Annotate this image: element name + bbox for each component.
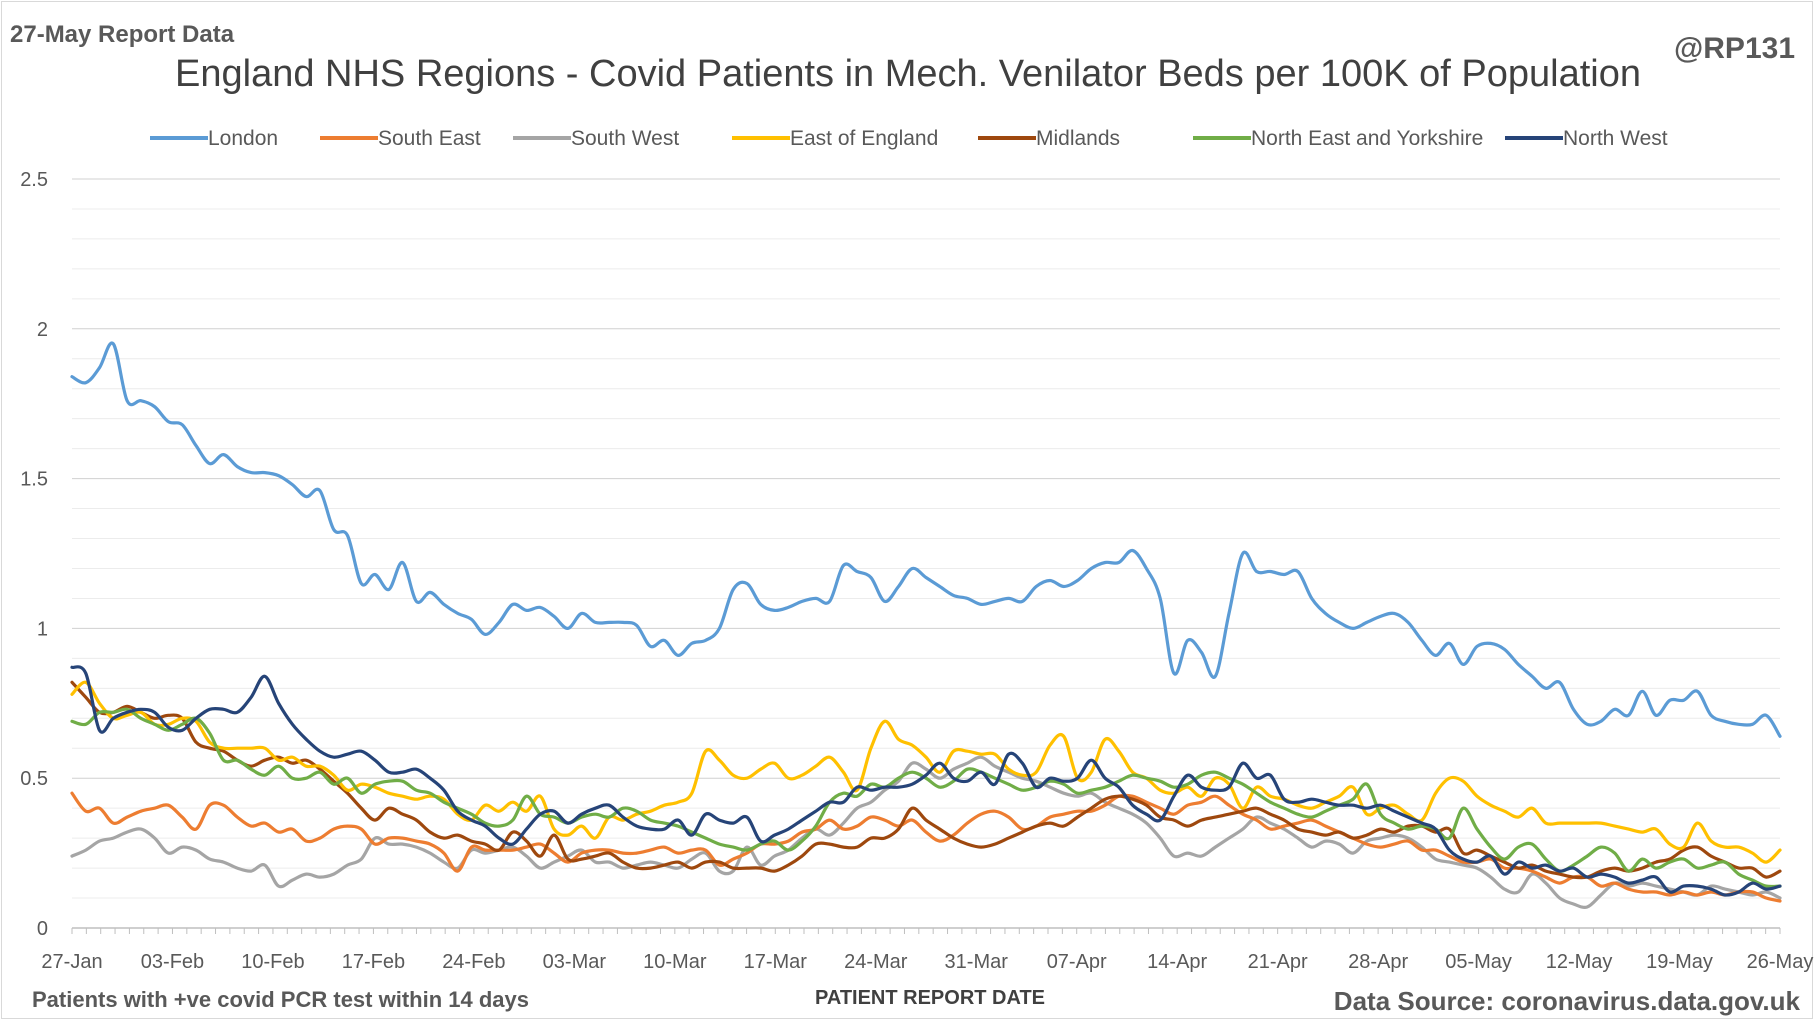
series-line-london (70, 341, 1782, 738)
x-tick-label: 07-Apr (1047, 951, 1107, 973)
data-source: Data Source: coronavirus.data.gov.uk (1334, 986, 1801, 1016)
legend-label: North West (1563, 127, 1668, 150)
x-tick-label: 05-May (1445, 951, 1512, 973)
x-tick-label: 12-May (1546, 951, 1613, 973)
x-tick-label: 24-Feb (442, 951, 505, 973)
legend-label: North East and Yorkshire (1251, 127, 1483, 150)
x-tick-label: 14-Apr (1147, 951, 1207, 973)
x-tick-label: 17-Mar (744, 951, 808, 973)
y-tick-label: 1.5 (20, 469, 48, 491)
legend-item: East of England (732, 127, 938, 150)
legend-label: South West (571, 127, 679, 150)
y-tick-label: 2.5 (20, 169, 48, 191)
legend-item: Midlands (978, 127, 1120, 150)
legend: London South East South West East of Englan… (150, 127, 1668, 150)
legend-label: South East (378, 127, 481, 150)
y-tick-label: 0.5 (20, 768, 48, 790)
x-tick-label: 24-Mar (844, 951, 908, 973)
legend-item: South East (320, 127, 481, 150)
x-tick-label: 17-Feb (342, 951, 405, 973)
y-tick-label: 1 (37, 618, 48, 640)
report-date-label: 27-May Report Data (10, 21, 235, 48)
y-axis-ticks: 0 0.5 1 1.5 2 2.5 (20, 169, 48, 940)
x-tick-label: 27-Jan (41, 951, 102, 973)
series-line-east-of-england (70, 680, 1782, 864)
x-tick-label: 26-May (1747, 951, 1814, 973)
legend-label: East of England (790, 127, 938, 150)
legend-item: North East and Yorkshire (1193, 127, 1483, 150)
y-tick-label: 0 (37, 918, 48, 940)
series-line-north-west (70, 665, 1782, 897)
x-axis: 27-Jan 03-Feb 10-Feb 17-Feb 24-Feb 03-Mar 10-M… (41, 927, 1814, 973)
legend-label: Midlands (1036, 127, 1120, 150)
x-tick-label: 10-Feb (241, 951, 304, 973)
series-line-south-west (70, 755, 1782, 909)
author-handle: @RP131 (1674, 32, 1795, 65)
chart-title: England NHS Regions - Covid Patients in … (175, 53, 1641, 95)
x-tick-label: 28-Apr (1348, 951, 1408, 973)
legend-label: London (208, 127, 278, 150)
series-lines (70, 341, 1782, 909)
y-tick-label: 2 (37, 319, 48, 341)
x-tick-label: 19-May (1646, 951, 1713, 973)
x-tick-label: 21-Apr (1248, 951, 1308, 973)
x-tick-label: 03-Feb (141, 951, 204, 973)
x-axis-title: PATIENT REPORT DATE (815, 987, 1045, 1009)
legend-item: South West (513, 127, 679, 150)
series-line-north-east-and-yorkshire (70, 707, 1782, 889)
x-tick-label: 03-Mar (543, 951, 607, 973)
legend-item: London (150, 127, 278, 150)
gridlines (72, 178, 1780, 899)
footnote: Patients with +ve covid PCR test within … (32, 987, 529, 1012)
legend-item: North West (1505, 127, 1668, 150)
series-line-midlands (70, 680, 1782, 880)
x-tick-label: 31-Mar (945, 951, 1009, 973)
x-tick-label: 10-Mar (643, 951, 707, 973)
